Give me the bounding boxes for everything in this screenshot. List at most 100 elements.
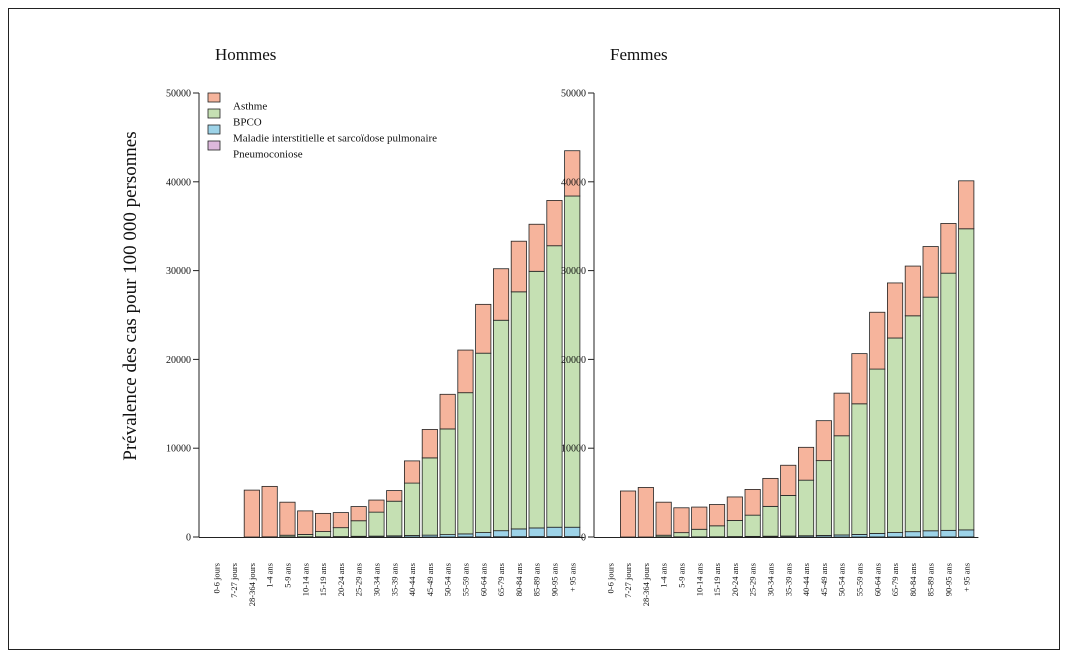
bar-segment [510,528,527,538]
bar-segment [940,223,957,274]
bar-segment [439,428,456,536]
bar-segment [386,490,403,502]
bar-segment [922,530,939,538]
bar-segment [492,319,510,532]
legend-label: Asthme [233,101,267,113]
x-tick-label: 60-64 ans [478,563,488,596]
bar-segment [691,506,708,530]
chart-panels: Hommes 0 10000 20000 30000 40000 50000 0-6 jour… [166,45,979,606]
y-tick-label: 10000 [561,444,586,455]
bar-segment [243,489,260,538]
bar-segment [564,526,581,537]
bar-segment [958,529,975,538]
bar-segment [457,349,474,394]
x-tick-label: 80-84 ans [514,563,524,596]
bar-segment [403,482,421,536]
x-tick-label: 0-6 jours [211,563,221,593]
bar-segment [314,512,332,532]
bar-segment [350,506,367,522]
x-tick-label: 85-89 ans [532,563,542,596]
legend-label: Maladie interstitielle et sarcoïdose pul… [233,133,437,145]
bar-segment [922,246,939,298]
bar-segment [762,505,779,537]
bar-segment [403,460,421,484]
bar-segment [887,337,904,533]
bar-segment [887,532,904,538]
bar-segment [528,270,545,529]
bar-segment [798,446,815,481]
bar-segment [762,477,779,507]
bar-segment [457,392,474,535]
bar-segment [673,507,690,534]
x-tick-label: 50-54 ans [837,563,847,596]
x-tick-label: 35-39 ans [783,563,793,596]
bar-segment [528,223,545,272]
y-tick-label: 0 [186,533,191,544]
chart-frame: Prévalence des cas pour 100 000 personne… [8,8,1060,650]
x-tick-label: 55-59 ans [460,563,470,596]
x-tick-label: + 95 ans [567,563,577,592]
panel-title: Femmes [610,45,668,64]
bar-segment [904,265,921,317]
bar-segment [869,533,886,538]
legend-swatch [207,108,221,119]
bar-segment [350,520,367,537]
bar-segment [475,303,492,354]
bar-segment [457,533,474,538]
y-tick-label: 20000 [166,355,191,366]
legend-label: Pneumoconiose [233,149,303,161]
x-tick-label: 25-29 ans [354,563,364,596]
x-tick-label: 10-14 ans [694,563,704,596]
legend-swatch [207,124,221,135]
bar-segment [655,501,672,536]
bar-segment [869,311,886,370]
bar-segment [851,353,868,405]
x-tick-label: 1-4 ans [265,563,275,588]
bar-segment [673,532,690,538]
bar-segment [297,510,314,535]
x-tick-label: 55-59 ans [854,563,864,596]
x-tick-label: 40-44 ans [407,563,417,596]
x-tick-label: 15-19 ans [318,563,328,596]
bar-segment [869,368,886,534]
bar-segment [815,420,832,462]
x-tick-label: 30-34 ans [765,563,775,596]
bar-segment [958,228,975,531]
bar-segment [546,526,563,537]
panel-title: Hommes [215,45,276,64]
bar-segment [475,352,492,533]
bar-segment [922,296,939,532]
y-tick-label: 0 [581,533,586,544]
y-tick-label: 20000 [561,355,586,366]
x-tick-label: 45-49 ans [819,563,829,596]
legend-swatch [207,140,221,151]
x-tick-label: 0-6 jours [605,563,615,593]
bar-segment [421,429,438,459]
bar-segment [904,315,921,533]
bar-segment [314,531,332,538]
bar-segment [815,460,832,536]
x-tick-label: 40-44 ans [801,563,811,596]
bar-segment [780,464,797,496]
panel-0: Hommes 0 10000 20000 30000 40000 50000 0-6 jour… [166,45,585,606]
x-tick-label: 28-364 jours [641,563,651,606]
panel-1: Femmes 0 10000 20000 30000 40000 50000 0-6 jour… [561,45,979,606]
bar-segment [709,504,726,527]
bar-segment [546,245,563,528]
bar-segment [332,512,349,529]
x-tick-label: 90-95 ans [943,563,953,596]
bar-segment [958,180,975,230]
legend: Asthme BPCO Maladie interstitielle et sarc… [207,92,437,161]
bar-segment [798,479,815,537]
bar-segment [492,268,510,321]
legend-label: BPCO [233,117,262,129]
y-axis-label: Prévalence des cas pour 100 000 personne… [120,131,141,460]
bar-segment [851,403,868,535]
x-tick-label: 25-29 ans [748,563,758,596]
bar-segment [887,282,904,339]
x-tick-label: 45-49 ans [425,563,435,596]
bar-segment [620,490,637,538]
y-tick-label: 50000 [561,89,586,100]
bar-segment [368,511,385,537]
bar-segment [510,291,527,530]
